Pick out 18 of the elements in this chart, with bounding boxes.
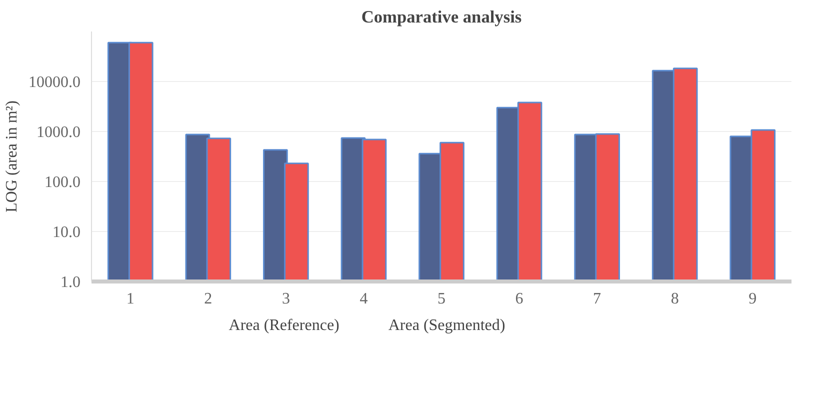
y-tick-label: 10000.0 [28, 74, 80, 91]
chart-title: Comparative analysis [361, 8, 522, 26]
y-tick-label: 1.0 [60, 274, 80, 291]
x-tick-label: 5 [438, 290, 446, 308]
x-tick-label: 7 [593, 290, 602, 308]
x-tick-label: 8 [670, 290, 679, 308]
x-tick-label: 9 [748, 290, 757, 308]
y-tick-label: 1000.0 [36, 124, 80, 141]
x-tick-label: 6 [515, 290, 524, 308]
x-tick-label: 2 [204, 290, 212, 308]
x-tick-label: 4 [360, 290, 368, 308]
y-tick-label: 10.0 [52, 224, 80, 241]
y-axis-title: LOG (area in m²) [4, 100, 20, 212]
text: Area (Segmented) [388, 317, 506, 335]
x-tick-label: 1 [126, 290, 134, 308]
x-tick-label: 3 [282, 290, 290, 308]
y-tick-label: 100.0 [44, 174, 80, 191]
text: Area (Reference) [228, 317, 340, 335]
